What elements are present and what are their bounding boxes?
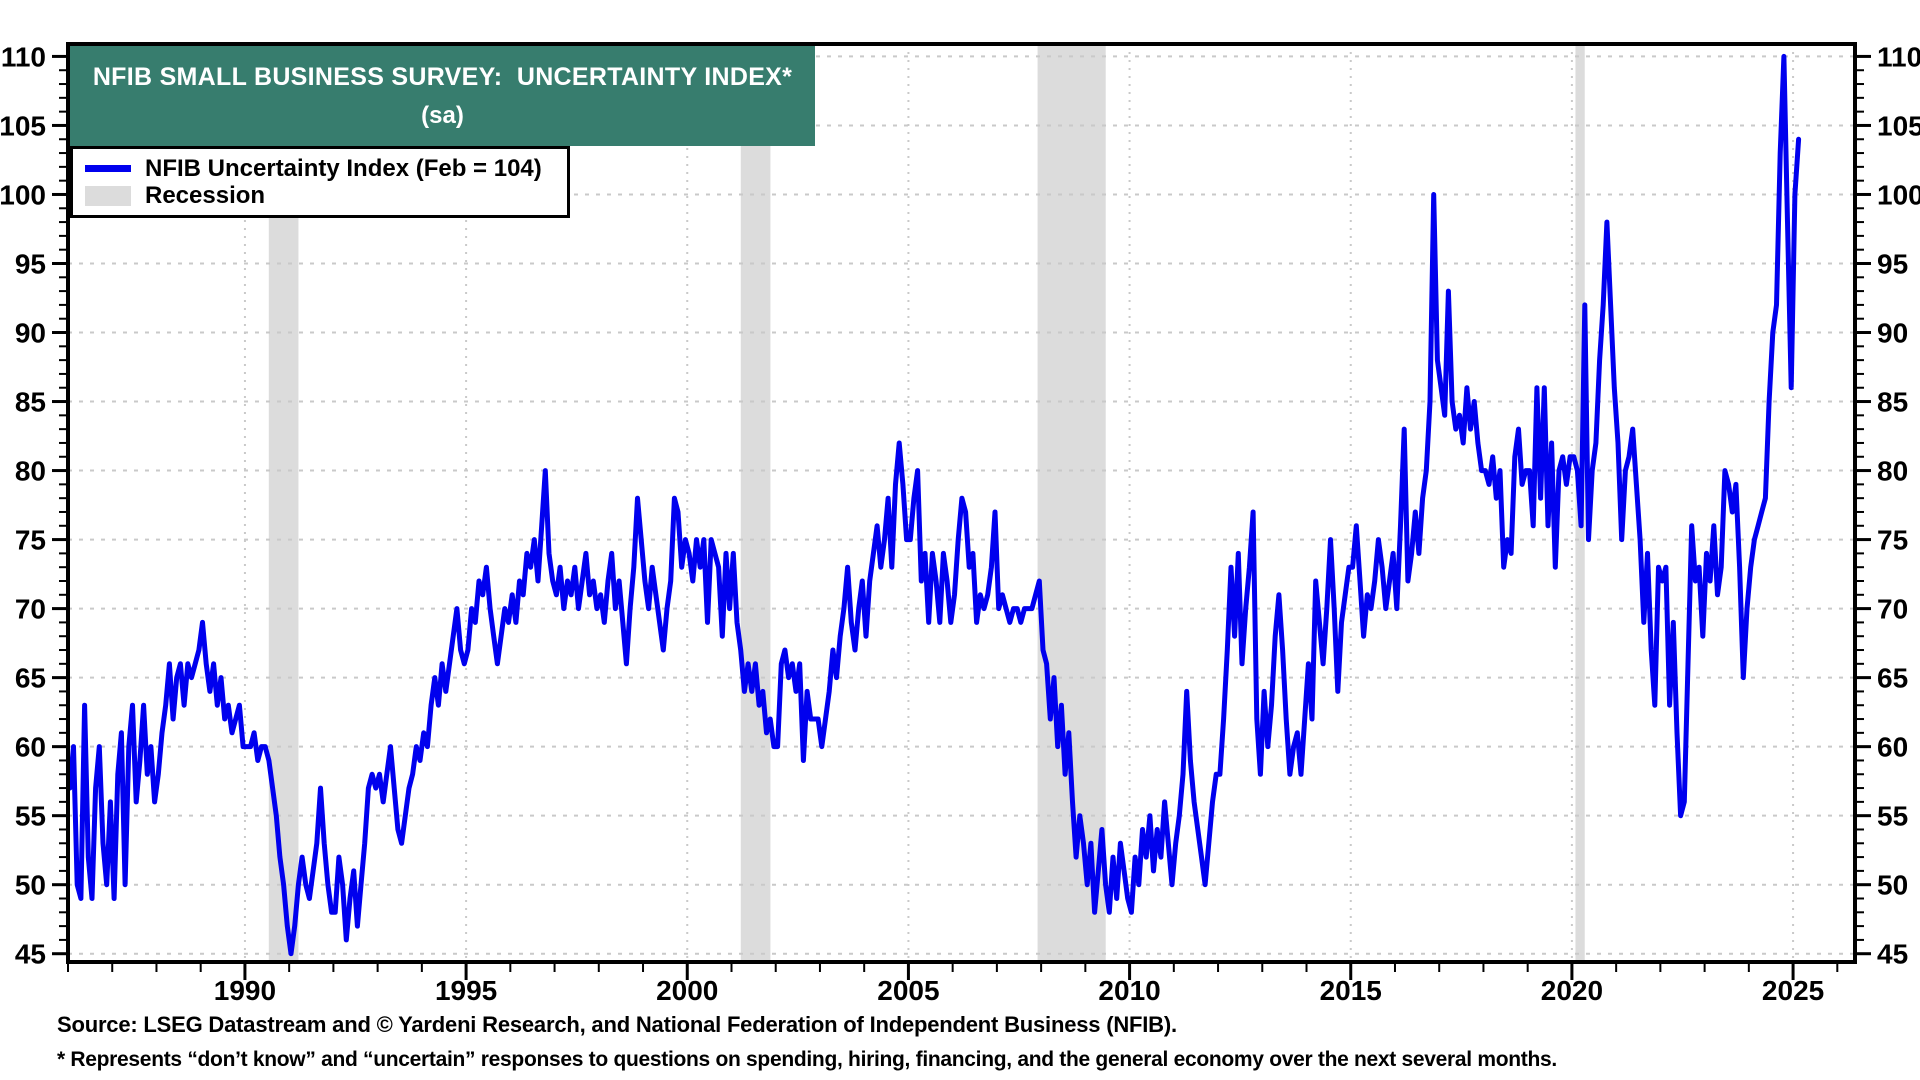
legend-item-recession: Recession [85, 182, 567, 209]
y-tick-label-left: 60 [15, 732, 46, 763]
y-tick-label-right: 50 [1877, 870, 1908, 901]
y-tick-label-left: 65 [15, 663, 46, 694]
y-tick-label-right: 55 [1877, 801, 1908, 832]
y-tick-label-right: 100 [1877, 179, 1920, 210]
source-note: Source: LSEG Datastream and © Yardeni Re… [57, 1012, 1177, 1037]
y-tick-label-left: 100 [0, 179, 46, 210]
x-tick-label: 2015 [1320, 975, 1382, 1006]
x-tick-label: 2000 [656, 975, 718, 1006]
y-tick-label-right: 70 [1877, 594, 1908, 625]
y-tick-label-left: 110 [1, 41, 46, 72]
y-tick-label-left: 90 [15, 318, 46, 349]
y-tick-label-left: 50 [15, 870, 46, 901]
legend-box: NFIB Uncertainty Index (Feb = 104) Reces… [70, 146, 570, 218]
y-tick-label-left: 75 [15, 525, 46, 556]
y-tick-label-right: 65 [1877, 663, 1908, 694]
series-line-swatch [85, 165, 131, 172]
y-tick-label-left: 95 [15, 248, 46, 279]
legend-label-series: NFIB Uncertainty Index (Feb = 104) [145, 154, 542, 182]
y-tick-label-right: 80 [1877, 456, 1908, 487]
y-tick-label-left: 70 [15, 594, 46, 625]
chart-title: NFIB SMALL BUSINESS SURVEY: UNCERTAINTY … [92, 62, 793, 91]
x-tick-label: 1990 [214, 975, 276, 1006]
chart-title-banner: NFIB SMALL BUSINESS SURVEY: UNCERTAINTY … [70, 46, 815, 146]
y-tick-label-right: 105 [1877, 110, 1920, 141]
x-tick-label: 2010 [1098, 975, 1160, 1006]
legend-item-uncertainty-index: NFIB Uncertainty Index (Feb = 104) [85, 155, 567, 182]
y-tick-label-right: 110 [1877, 41, 1920, 72]
y-tick-label-left: 105 [0, 110, 46, 141]
y-tick-label-right: 95 [1877, 248, 1908, 279]
recession-swatch [85, 185, 131, 206]
series-line [67, 53, 1802, 957]
legend-label-recession: Recession [145, 181, 266, 209]
y-tick-label-right: 85 [1877, 387, 1908, 418]
x-tick-label: 1995 [435, 975, 497, 1006]
recession-band [740, 44, 771, 962]
y-tick-label-right: 60 [1877, 732, 1908, 763]
footnote: * Represents “don’t know” and “uncertain… [57, 1048, 1557, 1071]
plot-border [66, 42, 1857, 964]
x-tick-label: 2005 [877, 975, 939, 1006]
y-tick-label-right: 90 [1877, 318, 1908, 349]
y-tick-label-left: 45 [15, 939, 46, 970]
y-tick-label-left: 55 [15, 801, 46, 832]
y-tick-label-left: 80 [15, 456, 46, 487]
x-tick-label: 2020 [1541, 975, 1603, 1006]
y-tick-label-left: 85 [15, 387, 46, 418]
chart-subtitle: (sa) [421, 101, 464, 129]
y-tick-label-right: 45 [1877, 939, 1908, 970]
x-tick-label: 2025 [1762, 975, 1824, 1006]
y-tick-label-right: 75 [1877, 525, 1908, 556]
